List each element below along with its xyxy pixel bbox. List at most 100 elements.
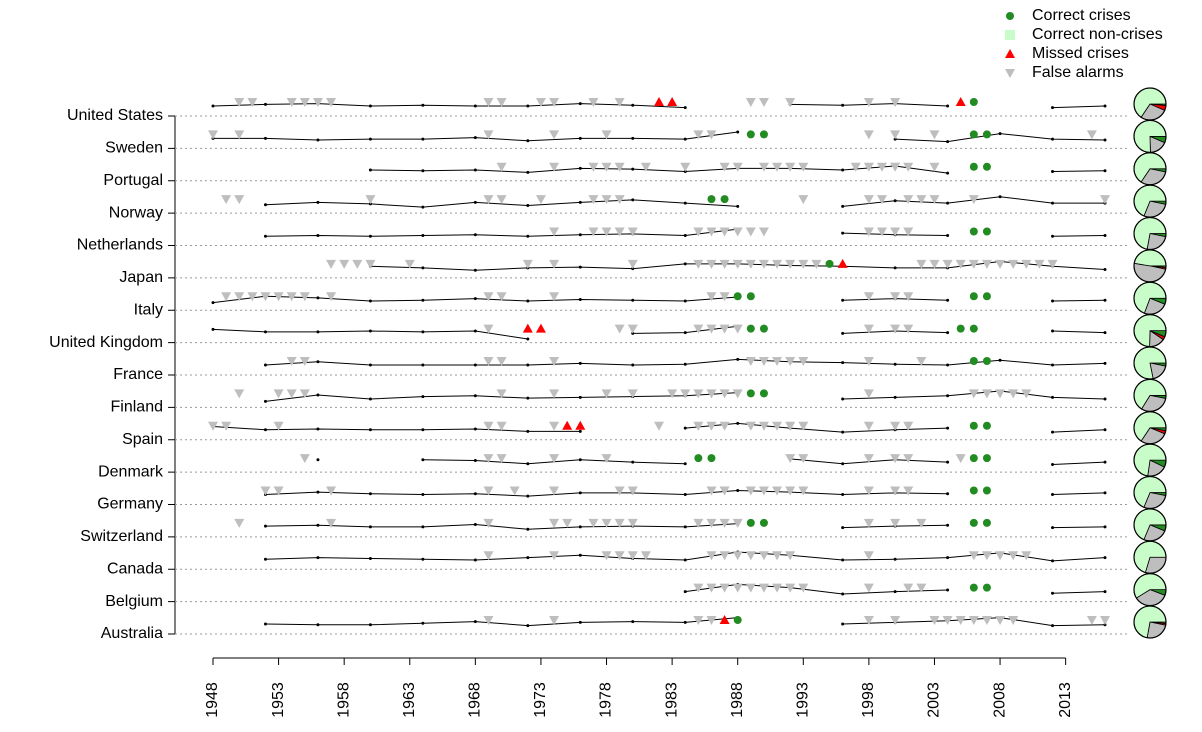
signal-line	[1052, 591, 1106, 594]
signal-point	[1103, 361, 1107, 365]
signal-point	[368, 299, 372, 303]
country-label: Finland	[111, 399, 163, 416]
false-alarm	[640, 162, 651, 172]
signal-point	[316, 296, 320, 300]
false-alarm	[208, 130, 218, 140]
false-alarm	[719, 324, 730, 334]
false-alarm	[772, 357, 783, 366]
signal-point	[578, 200, 582, 204]
signal-point	[368, 556, 372, 560]
signal-point	[1103, 298, 1107, 302]
false-alarm	[863, 486, 874, 496]
signal-point	[578, 361, 582, 365]
signal-point	[631, 167, 635, 171]
signal-line	[265, 489, 948, 497]
signal-line	[1052, 330, 1106, 334]
false-alarm	[785, 421, 796, 431]
false-alarm	[890, 616, 901, 625]
signal-point	[578, 136, 582, 140]
signal-point	[421, 493, 425, 496]
false-alarm	[916, 583, 927, 593]
signal-point	[473, 329, 477, 333]
false-alarm	[785, 583, 796, 593]
signal-point	[736, 421, 740, 425]
false-alarm	[863, 551, 874, 561]
false-alarm	[890, 227, 901, 237]
false-alarm	[706, 324, 717, 334]
signal-point	[946, 492, 950, 496]
signal-point	[316, 556, 320, 560]
false-alarm	[758, 259, 769, 269]
false-alarm	[758, 227, 769, 237]
correct-crisis	[982, 162, 991, 171]
signal-point	[683, 234, 687, 237]
false-alarm	[483, 454, 494, 464]
false-alarm	[509, 486, 520, 496]
false-alarm	[942, 616, 953, 625]
signal-point	[526, 429, 530, 433]
correct-crisis	[969, 454, 978, 463]
signal-point	[1051, 430, 1055, 434]
signal-point	[526, 494, 530, 498]
signal-point	[263, 330, 267, 334]
false-alarm	[483, 486, 494, 496]
signal-point	[1051, 591, 1055, 595]
false-alarm	[903, 486, 914, 496]
signal-point	[736, 130, 740, 134]
false-alarm	[903, 421, 914, 431]
signal-point	[473, 297, 477, 301]
country-label: Netherlands	[77, 237, 163, 254]
false-alarm	[299, 357, 310, 366]
false-alarm	[706, 616, 717, 625]
signal-point	[263, 203, 267, 207]
false-alarm	[929, 195, 940, 205]
false-alarm	[693, 518, 704, 528]
false-alarm	[863, 98, 874, 107]
false-alarm	[234, 518, 245, 528]
country-label: Denmark	[98, 463, 164, 480]
false-alarm	[719, 421, 730, 431]
false-alarm	[365, 195, 376, 205]
correct-crisis	[759, 518, 768, 527]
correct-crisis	[982, 518, 991, 527]
false-alarm	[706, 551, 717, 561]
signal-point	[683, 493, 687, 496]
false-alarm	[273, 486, 284, 496]
signal-point	[421, 330, 425, 334]
false-alarm	[942, 259, 953, 269]
false-alarm	[758, 583, 769, 593]
signal-point	[841, 103, 845, 107]
false-alarm	[745, 583, 756, 593]
signal-point	[841, 298, 845, 302]
false-alarm	[483, 195, 494, 205]
false-alarm	[798, 162, 809, 172]
false-alarm	[995, 551, 1006, 561]
signal-point	[893, 266, 897, 270]
signal-point	[946, 171, 950, 175]
signal-point	[473, 459, 477, 463]
false-alarm	[549, 98, 560, 107]
false-alarm	[811, 259, 822, 269]
signal-point	[841, 592, 845, 596]
signal-point	[526, 462, 530, 466]
correct-crisis	[759, 389, 768, 398]
signal-point	[316, 623, 320, 627]
correct-crisis	[825, 259, 834, 268]
false-alarm	[483, 421, 494, 431]
false-alarm	[903, 162, 914, 172]
false-alarm	[601, 389, 612, 399]
signal-point	[526, 204, 530, 208]
signal-point	[578, 265, 582, 269]
signal-point	[946, 201, 950, 205]
false-alarm	[326, 98, 337, 107]
false-alarm	[745, 227, 756, 237]
false-alarm	[286, 292, 297, 302]
signal-point	[421, 137, 425, 141]
signal-point	[1051, 170, 1055, 174]
false-alarm	[483, 98, 494, 107]
signal-point	[473, 168, 477, 172]
pie-slice	[1133, 249, 1167, 267]
false-alarm	[549, 518, 560, 528]
false-alarm	[549, 357, 560, 366]
